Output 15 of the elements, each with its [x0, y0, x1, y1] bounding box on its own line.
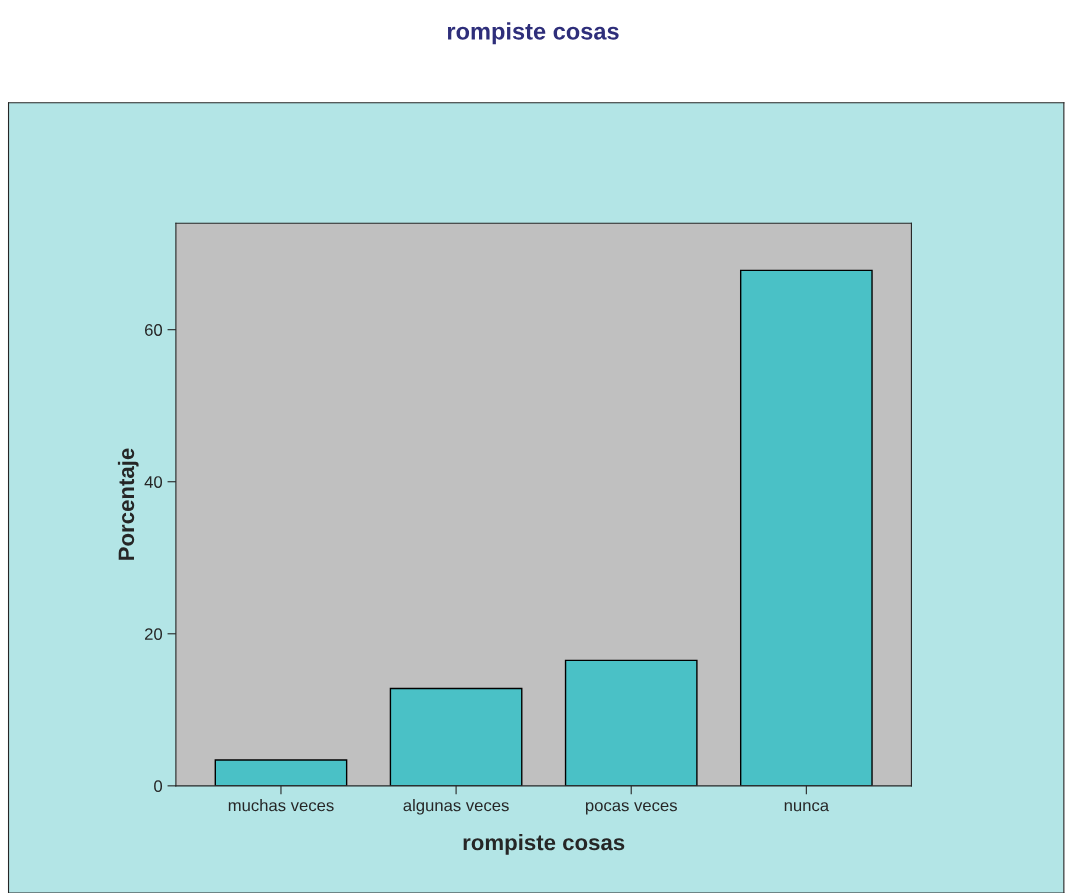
bar — [564, 659, 698, 786]
y-axis-title: Porcentaje — [117, 448, 139, 560]
y-tick-label: 40 — [144, 476, 163, 488]
x-tick-label: muchas veces — [228, 799, 334, 812]
bar — [389, 687, 523, 786]
x-tick-label: pocas veces — [585, 802, 677, 815]
x-axis-title: rompiste cosas — [463, 834, 625, 855]
chart-title: rompiste cosas — [447, 22, 619, 45]
bar — [739, 269, 873, 786]
bar — [214, 759, 348, 786]
y-tick-label: 0 — [154, 780, 163, 793]
x-tick-label: nunca — [784, 802, 830, 812]
y-tick-label: 20 — [145, 628, 163, 640]
x-tick-label: algunas veces — [403, 799, 509, 815]
y-tick-label: 60 — [145, 324, 163, 336]
